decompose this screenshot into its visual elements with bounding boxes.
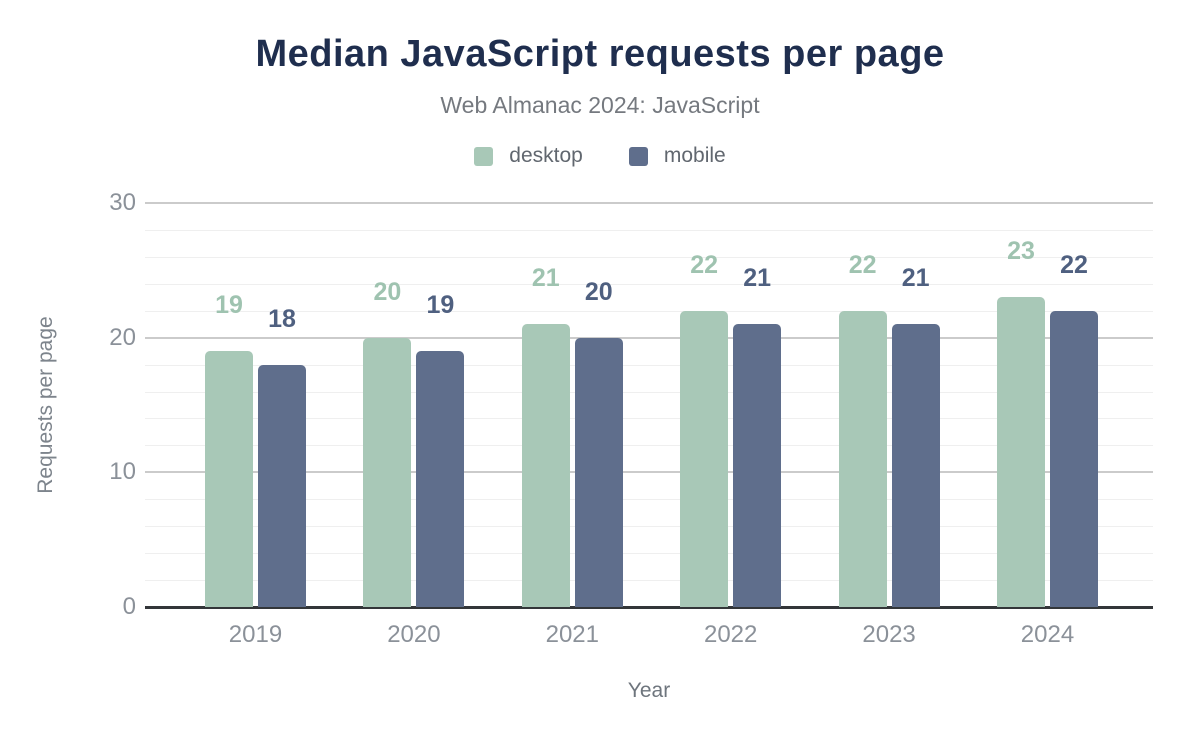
minor-gridline-26 — [145, 256, 1153, 258]
legend-item-desktop[interactable]: desktop — [474, 144, 583, 168]
minor-gridline-4 — [145, 553, 1153, 555]
bar-desktop-2022 — [680, 310, 729, 607]
chart-title: Median JavaScript requests per page — [255, 33, 945, 75]
minor-gridline-6 — [145, 526, 1153, 528]
bar-desktop-2023 — [838, 310, 887, 607]
minor-gridline-8 — [145, 499, 1153, 501]
plot-area: 0 10 20 30 2019 19 18 2020 20 19 2021 21 20 2022 22 21 2… — [109, 191, 1153, 648]
bar-mobile-2023 — [891, 324, 940, 607]
y-tick-20: 20 — [109, 323, 136, 351]
bar-value-mobile-2020: 19 — [426, 291, 455, 320]
bar-mobile-2019 — [258, 364, 306, 607]
x-axis-title: Year — [627, 679, 671, 702]
major-gridline-10 — [145, 471, 1153, 474]
x-tick-2020: 2020 — [387, 621, 441, 648]
bar-value-desktop-2020: 20 — [373, 277, 402, 306]
bar-mobile-2021 — [574, 337, 623, 607]
x-tick-2023: 2023 — [862, 621, 916, 648]
desktop-swatch-icon — [474, 146, 494, 166]
major-gridline-20 — [145, 336, 1153, 339]
bar-value-desktop-2024: 23 — [1007, 237, 1035, 266]
bar-value-desktop-2019: 19 — [215, 291, 243, 320]
bar-mobile-2024 — [1050, 310, 1098, 607]
minor-gridline-2 — [145, 580, 1153, 582]
y-tick-0: 0 — [122, 593, 136, 620]
legend-label-mobile: mobile — [663, 144, 726, 167]
x-axis-line — [145, 606, 1153, 609]
x-tick-2022: 2022 — [703, 621, 758, 648]
minor-gridline-28 — [145, 229, 1153, 231]
y-axis-title: Requests per page — [34, 316, 57, 494]
legend-label-desktop: desktop — [509, 144, 583, 167]
bar-value-desktop-2021: 21 — [531, 264, 560, 293]
y-tick-30: 30 — [109, 189, 136, 216]
minor-gridline-18 — [145, 364, 1153, 366]
bar-value-mobile-2024: 22 — [1060, 250, 1088, 279]
chart-subtitle: Web Almanac 2024: JavaScript — [440, 92, 760, 118]
bar-value-desktop-2022: 22 — [690, 250, 719, 279]
bar-desktop-2019 — [205, 351, 253, 607]
x-tick-2021: 2021 — [545, 621, 599, 648]
major-gridline-30 — [145, 202, 1153, 204]
bar-desktop-2020 — [363, 337, 412, 607]
bar-value-mobile-2019: 18 — [268, 304, 296, 333]
minor-gridline-14 — [145, 418, 1153, 420]
mobile-swatch-icon — [628, 146, 648, 166]
minor-gridline-22 — [145, 310, 1153, 312]
y-tick-10: 10 — [109, 458, 136, 486]
bar-mobile-2022 — [733, 324, 782, 607]
x-tick-2019: 2019 — [228, 621, 283, 648]
bar-value-mobile-2023: 21 — [901, 264, 930, 293]
bar-value-desktop-2023: 22 — [848, 250, 877, 279]
legend-item-mobile[interactable]: mobile — [628, 144, 726, 168]
legend: desktop mobile — [0, 144, 1200, 168]
bar-mobile-2020 — [416, 351, 465, 607]
minor-gridline-12 — [145, 445, 1153, 447]
bar-value-mobile-2021: 20 — [584, 277, 613, 306]
bar-desktop-2024 — [997, 297, 1045, 607]
x-tick-2024: 2024 — [1020, 621, 1075, 648]
minor-gridline-16 — [145, 391, 1153, 393]
bar-desktop-2021 — [521, 324, 570, 607]
minor-gridline-24 — [145, 283, 1153, 285]
bar-value-mobile-2022: 21 — [743, 264, 772, 293]
